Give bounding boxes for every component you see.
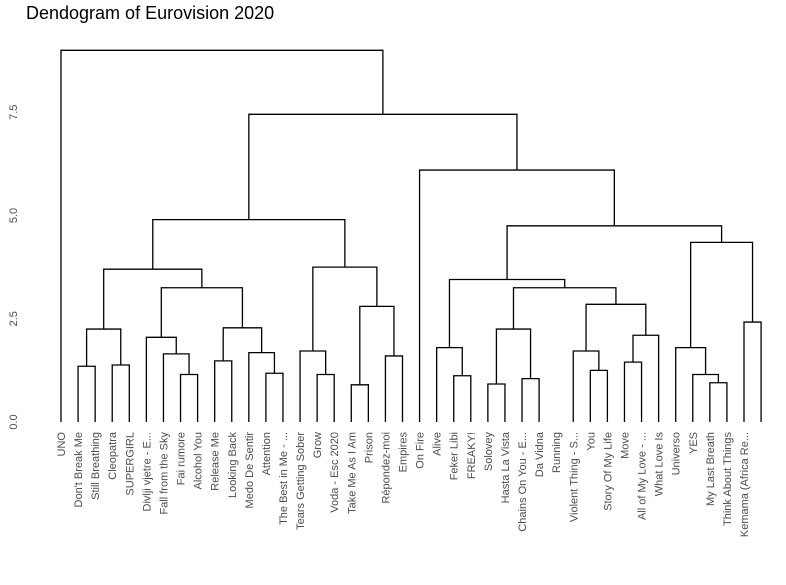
dendrogram-link bbox=[152, 218, 346, 270]
leaf-label: Move bbox=[619, 432, 631, 459]
dendrogram-link bbox=[418, 169, 615, 422]
dendrogram-link bbox=[487, 383, 506, 422]
dendrogram-link bbox=[299, 350, 327, 422]
leaf-label: Fall from the Sky bbox=[158, 432, 170, 515]
leaf-label: YES bbox=[688, 432, 700, 454]
leaf-label: Looking Back bbox=[227, 432, 239, 499]
leaf-label: Tears Getting Sober bbox=[295, 432, 307, 530]
dendrogram-link bbox=[589, 369, 609, 422]
dendrogram-link bbox=[160, 287, 244, 338]
dendrogram-link bbox=[214, 360, 233, 422]
dendrogram-link bbox=[572, 350, 600, 422]
dendrogram-link bbox=[145, 336, 177, 422]
leaf-label: Feker Libi bbox=[449, 432, 461, 480]
leaf-label: Empires bbox=[398, 432, 410, 473]
y-axis: 0.0 2.5 5.0 7.5 bbox=[8, 105, 20, 430]
leaf-label: Still Breathing bbox=[90, 432, 102, 500]
leaf-label: Répondez-moi bbox=[380, 432, 392, 504]
leaf-label: Prison bbox=[363, 432, 375, 463]
dendrogram-link bbox=[675, 347, 707, 422]
leaf-label: Alcohol You bbox=[193, 432, 205, 490]
leaf-label: Cleopatra bbox=[107, 431, 119, 480]
dendrogram-link bbox=[585, 303, 647, 351]
dendrogram-link bbox=[709, 382, 728, 422]
leaf-label: Da Vidna bbox=[534, 431, 546, 477]
dendrogram-link bbox=[689, 241, 754, 348]
dendrogram-link bbox=[359, 305, 395, 385]
leaf-label: FREAKY! bbox=[466, 432, 478, 479]
leaf-label: Release Me bbox=[210, 432, 222, 491]
dendrogram-link bbox=[350, 384, 369, 422]
leaf-label: Chains On You - E... bbox=[517, 432, 529, 532]
dendrogram-link bbox=[85, 328, 122, 367]
dendrogram-link bbox=[495, 328, 532, 385]
dendrogram-link bbox=[222, 327, 263, 361]
dendrogram-link bbox=[506, 225, 723, 280]
leaf-label: Medo De Sentir bbox=[244, 432, 256, 509]
dendrogram-link bbox=[265, 372, 284, 422]
leaf-label: Hasta La Vista bbox=[500, 431, 512, 503]
leaf-label: On Fire bbox=[415, 432, 427, 469]
y-tick-label: 2.5 bbox=[8, 311, 20, 326]
leaf-label: My Last Breath bbox=[705, 432, 717, 506]
dendrogram-link bbox=[179, 373, 199, 422]
dendrogram-link bbox=[248, 113, 518, 220]
leaf-label: Divlji vjetre - E... bbox=[141, 432, 153, 511]
dendrogram-link bbox=[623, 361, 643, 422]
dendrogram-link bbox=[111, 364, 130, 422]
dendrogram-link bbox=[521, 377, 540, 422]
leaf-label: Grow bbox=[312, 432, 324, 458]
dendrogram-link bbox=[103, 268, 203, 330]
leaf-label: Fai rumore bbox=[176, 432, 188, 485]
leaf-label: Solovey bbox=[483, 432, 495, 472]
dendrogram-link bbox=[248, 351, 276, 422]
leaf-label: You bbox=[585, 432, 597, 451]
leaf-label: Violent Thing - S... bbox=[568, 432, 580, 522]
dendrogram-link bbox=[632, 334, 660, 422]
dendrogram-links bbox=[60, 49, 762, 422]
leaf-label: Running bbox=[551, 432, 563, 473]
dendrogram-link bbox=[436, 347, 463, 422]
leaf-label: Think About Things bbox=[722, 432, 734, 526]
dendrogram-link bbox=[312, 266, 378, 351]
leaf-label: Voda - Esc 2020 bbox=[329, 432, 341, 513]
dendrogram-link bbox=[448, 278, 566, 348]
y-tick-label: 5.0 bbox=[8, 208, 20, 223]
y-tick-label: 0.0 bbox=[8, 414, 20, 429]
leaf-label: Story Of My Life bbox=[602, 432, 614, 511]
dendrogram-link bbox=[60, 49, 384, 422]
dendrogram-link bbox=[512, 287, 617, 330]
leaf-label: Kemama (Africa Re... bbox=[739, 432, 751, 537]
leaf-label: What Love Is bbox=[654, 432, 666, 497]
leaf-label: Alive bbox=[432, 432, 444, 456]
leaf-label: Take Me As I Am bbox=[346, 432, 358, 514]
leaf-label: Attention bbox=[261, 432, 273, 475]
leaf-label: SUPERGIRL bbox=[124, 432, 136, 496]
leaf-label: UNO bbox=[56, 432, 68, 457]
dendrogram-link bbox=[316, 373, 335, 422]
chart-title: Dendogram of Eurovision 2020 bbox=[26, 3, 275, 23]
leaf-label: The Best in Me - ... bbox=[278, 432, 290, 525]
dendrogram-link bbox=[162, 353, 190, 422]
leaf-label: All of My Love - ... bbox=[637, 432, 649, 520]
dendrogram-link bbox=[743, 321, 762, 422]
dendrogram-link bbox=[453, 375, 472, 422]
dendrogram-link bbox=[384, 355, 404, 422]
y-tick-label: 7.5 bbox=[8, 105, 20, 120]
dendrogram-link bbox=[692, 373, 720, 422]
dendrogram-link bbox=[77, 365, 96, 422]
leaf-label: Universo bbox=[671, 432, 683, 475]
leaf-label: Don't Break Me bbox=[73, 432, 85, 507]
leaf-labels: UNO Don't Break Me Still Breathing Cleopatr… bbox=[56, 431, 751, 537]
